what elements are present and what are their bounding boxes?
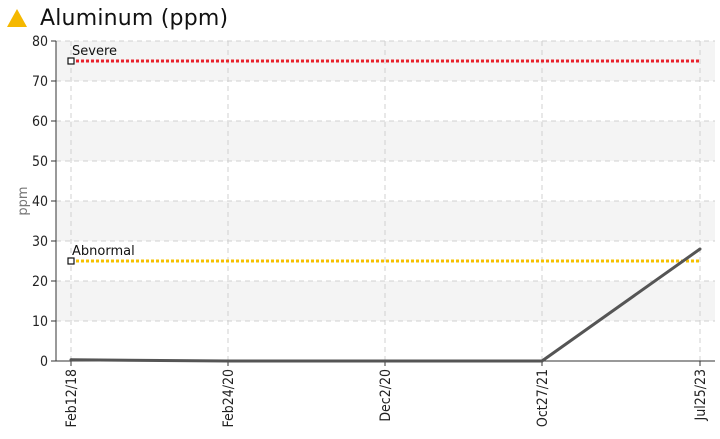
data-point [226,359,230,363]
x-tick-label: Dec2/20 [378,369,394,422]
x-tick-label: Feb12/18 [64,369,80,428]
data-point [383,359,387,363]
data-point [698,247,702,251]
y-tick-label: 20 [32,274,48,290]
y-axis-label: ppm [16,186,31,215]
y-tick-label: 0 [40,354,48,370]
data-point [540,359,544,363]
y-tick-label: 40 [32,194,48,210]
x-tick-label: Feb24/20 [221,369,237,428]
threshold-label-severe: Severe [72,44,117,59]
y-tick-label: 70 [32,74,48,90]
threshold-label-abnormal: Abnormal [72,244,135,259]
threshold-marker-abnormal [67,257,75,265]
data-point [69,358,73,362]
threshold-marker-severe [67,57,75,65]
warning-triangle-icon [7,9,27,27]
y-tick-label: 60 [32,114,48,130]
chart-title: Aluminum (ppm) [40,5,229,31]
y-tick-label: 80 [32,34,48,50]
x-tick-label: Jul25/23 [693,369,709,422]
y-tick-label: 50 [32,154,48,170]
y-tick-label: 10 [32,314,48,330]
chart-header: Aluminum (ppm) [4,3,228,33]
x-tick-label: Oct27/21 [535,369,551,427]
y-tick-label: 30 [32,234,48,250]
